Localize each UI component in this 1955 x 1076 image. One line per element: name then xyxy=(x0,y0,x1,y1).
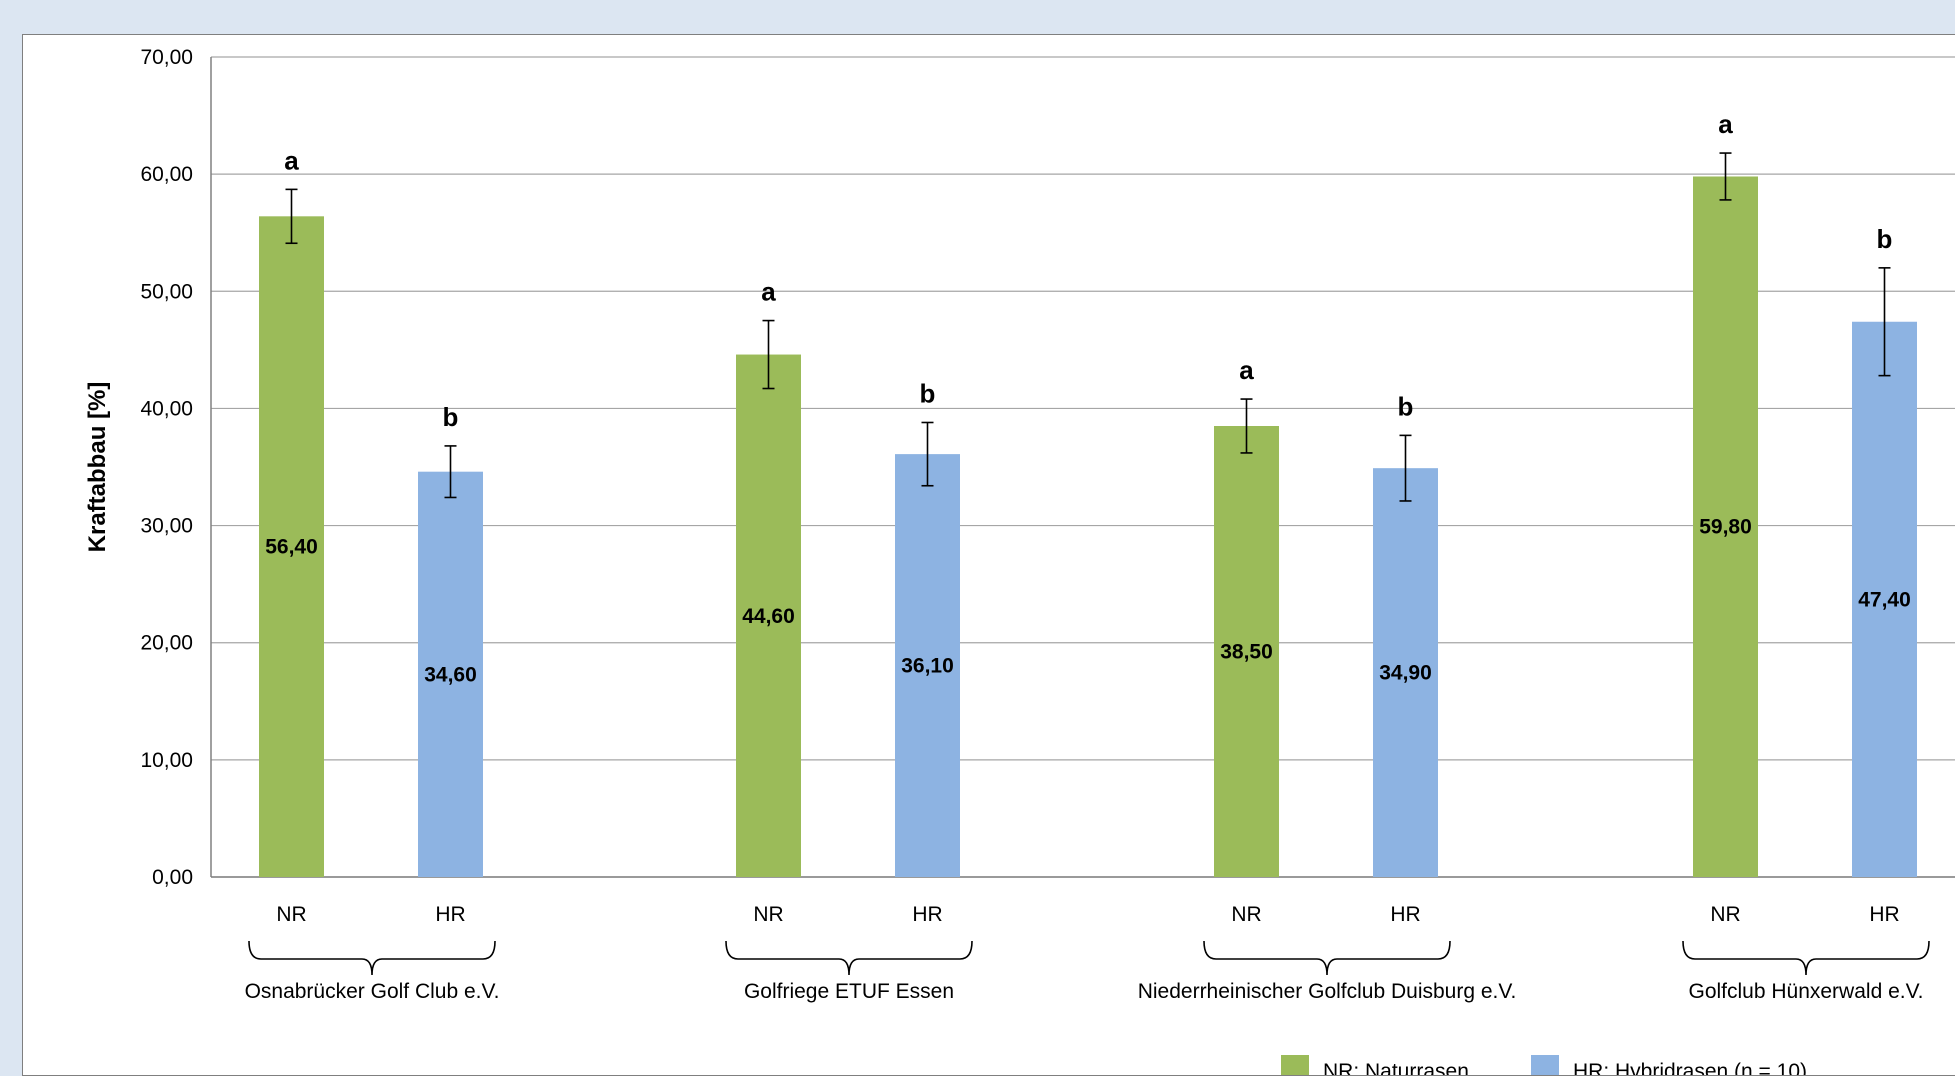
x-category-label: HR xyxy=(1869,903,1899,926)
significance-label: b xyxy=(1877,224,1893,254)
chart-frame: 0,00 10,00 20,00 30,00 40,00 50,00 60,00 70,00 K… xyxy=(22,34,1955,1076)
significance-label: b xyxy=(920,378,936,408)
legend-entry: HR: Hybridrasen (n = 10) xyxy=(1573,1060,1807,1075)
y-tick-label: 60,00 xyxy=(140,163,193,186)
x-category-label: HR xyxy=(912,903,942,926)
x-category-label: NR xyxy=(1231,903,1261,926)
data-label: 34,90 xyxy=(1379,662,1432,685)
bar-chart: 0,00 10,00 20,00 30,00 40,00 50,00 60,00 70,00 K… xyxy=(84,46,1955,1075)
group-label: Osnabrücker Golf Club e.V. xyxy=(245,980,500,1003)
x-category-label: NR xyxy=(276,903,306,926)
y-tick-label: 30,00 xyxy=(140,515,193,538)
bar xyxy=(1852,321,1917,877)
y-tick-label: 10,00 xyxy=(140,749,193,772)
data-label: 34,60 xyxy=(424,663,477,686)
x-category-label: NR xyxy=(1710,903,1740,926)
bar xyxy=(1214,426,1279,877)
data-label: 36,10 xyxy=(901,655,954,678)
group-brace xyxy=(725,940,973,976)
y-tick-label: 50,00 xyxy=(140,280,193,303)
legend-swatch xyxy=(1531,1055,1559,1075)
legend-entry: NR: Naturrasen xyxy=(1323,1060,1469,1075)
data-label: 47,40 xyxy=(1858,588,1911,611)
significance-label: b xyxy=(443,402,459,432)
bar xyxy=(418,471,483,877)
legend-swatch xyxy=(1281,1055,1309,1075)
y-tick-label: 0,00 xyxy=(152,866,193,889)
group-brace xyxy=(248,940,496,976)
group-label: Golfriege ETUF Essen xyxy=(744,980,954,1003)
significance-label: a xyxy=(1718,109,1733,139)
group-label: Golfclub Hünxerwald e.V. xyxy=(1688,980,1923,1003)
data-label: 59,80 xyxy=(1699,516,1752,539)
significance-label: a xyxy=(1239,355,1254,385)
y-tick-label: 40,00 xyxy=(140,397,193,420)
bar xyxy=(259,216,324,878)
bar xyxy=(1693,176,1758,877)
y-tick-label: 70,00 xyxy=(140,46,193,69)
x-category-label: HR xyxy=(1390,903,1420,926)
group-brace xyxy=(1682,940,1930,976)
bar xyxy=(736,354,801,877)
data-label: 56,40 xyxy=(265,536,318,559)
significance-label: b xyxy=(1398,391,1414,421)
y-tick-label: 20,00 xyxy=(140,632,193,655)
bar xyxy=(895,454,960,877)
y-axis-title: Kraftabbau [%] xyxy=(84,382,111,553)
group-brace xyxy=(1203,940,1451,976)
data-label: 38,50 xyxy=(1220,641,1273,664)
significance-label: a xyxy=(284,145,299,175)
data-label: 44,60 xyxy=(742,605,795,628)
significance-label: a xyxy=(761,277,776,307)
x-category-label: NR xyxy=(753,903,783,926)
x-category-label: HR xyxy=(435,903,465,926)
group-label: Niederrheinischer Golfclub Duisburg e.V. xyxy=(1138,980,1517,1003)
bar xyxy=(1373,468,1438,877)
